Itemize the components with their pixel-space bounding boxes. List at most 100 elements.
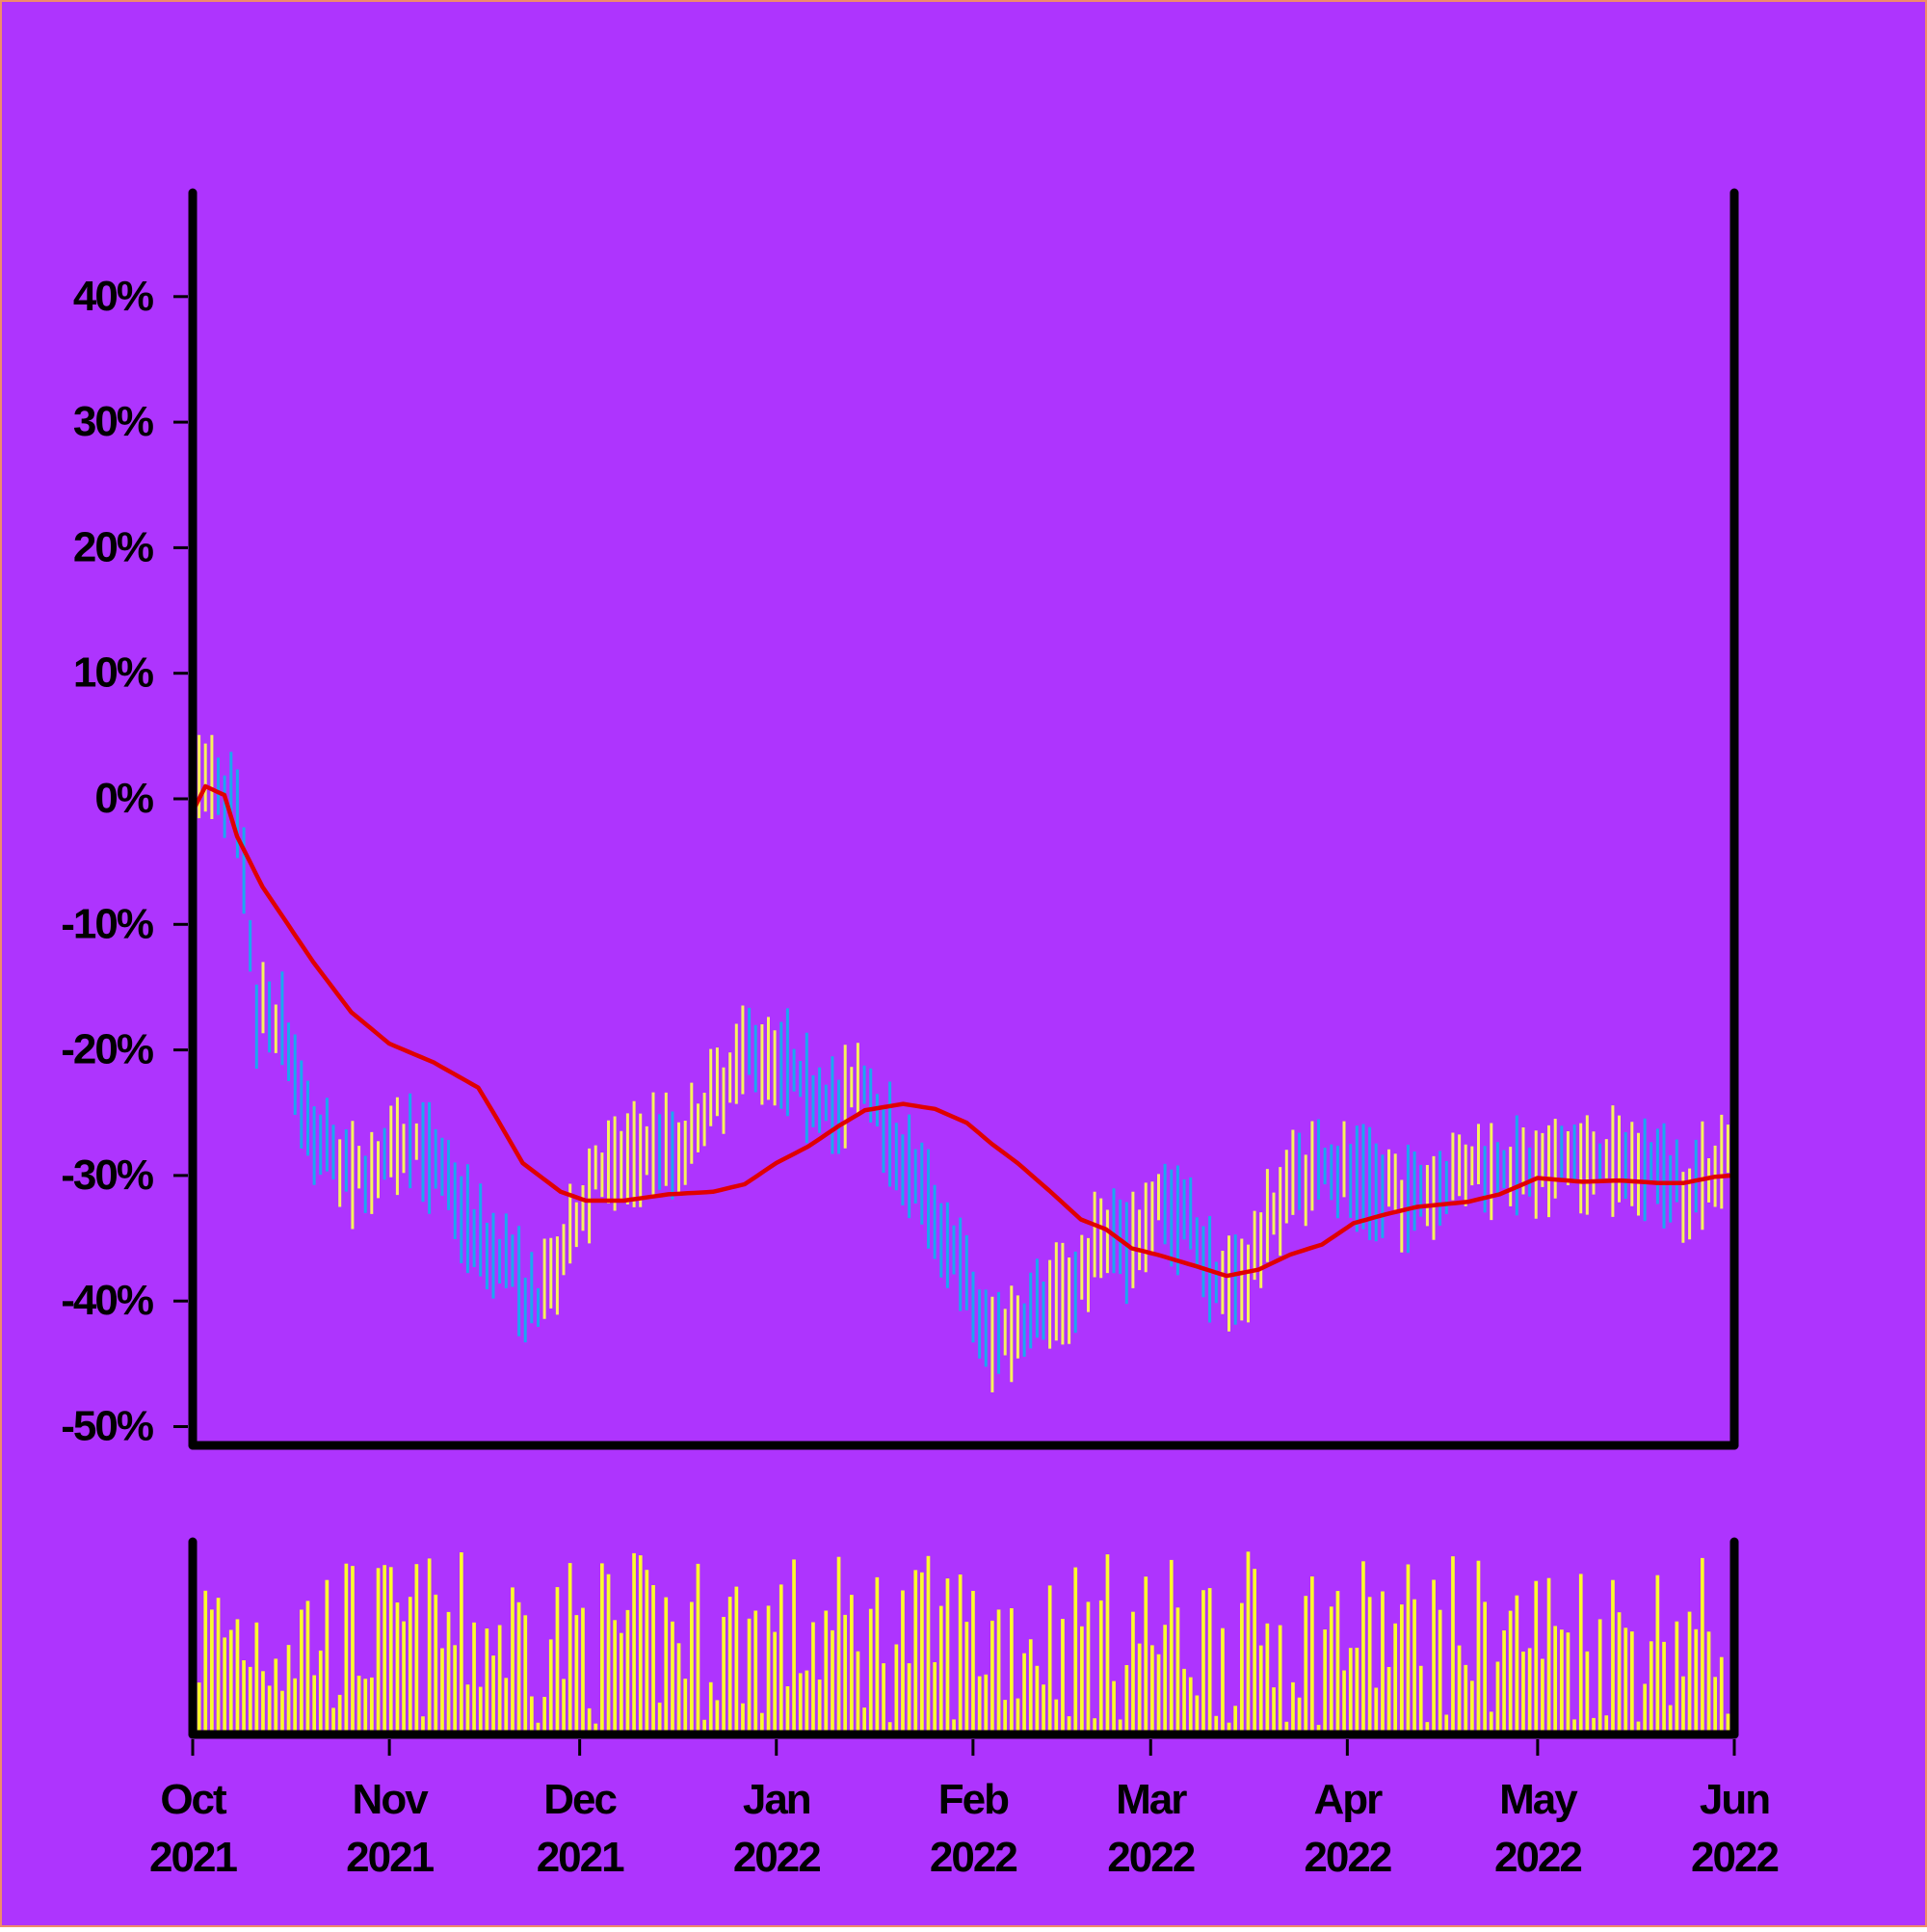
volume-bar xyxy=(1227,1722,1231,1734)
volume-bar xyxy=(1611,1579,1615,1734)
volume-bar xyxy=(671,1621,674,1734)
volume-bar xyxy=(1278,1625,1282,1734)
volume-bar xyxy=(1560,1629,1564,1734)
volume-bar xyxy=(1016,1698,1020,1734)
volume-bar xyxy=(1010,1608,1014,1734)
volume-bar xyxy=(990,1620,994,1734)
volume-bar xyxy=(632,1552,636,1734)
volume-bar xyxy=(817,1680,822,1734)
volume-bar xyxy=(1272,1687,1276,1734)
volume-bar xyxy=(676,1643,681,1734)
volume-bar xyxy=(261,1671,265,1734)
volume-bar xyxy=(1342,1670,1346,1734)
volume-bar xyxy=(1418,1665,1423,1734)
volume-bar xyxy=(1655,1575,1660,1734)
y-tick-label: -10% xyxy=(61,900,153,947)
volume-bar xyxy=(887,1722,892,1734)
volume-bar xyxy=(421,1716,425,1734)
volume-bar xyxy=(1527,1648,1532,1734)
volume-bar xyxy=(370,1677,374,1734)
volume-panel xyxy=(197,1551,1730,1734)
volume-bar xyxy=(460,1552,463,1734)
volume-bar xyxy=(427,1558,432,1734)
volume-bar xyxy=(1694,1628,1699,1734)
x-tick-year: 2022 xyxy=(930,1834,1016,1881)
volume-bar xyxy=(1572,1719,1576,1734)
x-tick-year: 2021 xyxy=(149,1834,237,1881)
volume-bar xyxy=(760,1712,764,1734)
volume-bar xyxy=(1386,1667,1391,1734)
x-tick-month: Jun xyxy=(1700,1776,1769,1823)
volume-bar xyxy=(715,1700,720,1734)
volume-bar xyxy=(344,1563,349,1734)
volume-bar xyxy=(920,1572,924,1734)
volume-bar xyxy=(440,1648,444,1734)
volume-bar xyxy=(1438,1609,1442,1734)
volume-bar xyxy=(1201,1590,1205,1734)
volume-bar xyxy=(875,1576,880,1734)
volume-bar xyxy=(1291,1681,1295,1734)
volume-bar xyxy=(1604,1715,1609,1734)
volume-bar xyxy=(1175,1607,1180,1734)
volume-bar xyxy=(1502,1630,1506,1734)
volume-bar xyxy=(542,1697,546,1734)
volume-bar xyxy=(1054,1699,1059,1734)
x-tick-year: 2021 xyxy=(346,1834,434,1881)
volume-bar xyxy=(1719,1656,1724,1734)
volume-bar xyxy=(1668,1705,1673,1734)
volume-bar xyxy=(223,1637,226,1734)
volume-bar xyxy=(824,1610,829,1734)
volume-bar xyxy=(741,1703,745,1734)
y-tick-label: -50% xyxy=(61,1403,153,1450)
volume-bar xyxy=(1470,1681,1474,1734)
volume-bar xyxy=(1233,1706,1237,1734)
volume-bar xyxy=(1546,1577,1551,1734)
volume-bar xyxy=(305,1601,310,1734)
volume-bar xyxy=(1144,1576,1148,1734)
volume-bar xyxy=(408,1597,412,1734)
volume-bar xyxy=(1706,1631,1711,1734)
volume-bar xyxy=(465,1684,470,1734)
axes-layer xyxy=(188,188,1739,1739)
volume-bar xyxy=(1003,1700,1007,1734)
volume-bar xyxy=(594,1723,598,1734)
volume-bar xyxy=(356,1676,361,1734)
x-tick-year: 2022 xyxy=(733,1834,820,1881)
volume-bar xyxy=(805,1670,809,1734)
volume-bar xyxy=(856,1651,860,1734)
volume-bar xyxy=(331,1707,335,1734)
volume-bar xyxy=(376,1568,381,1734)
volume-bar xyxy=(1597,1619,1602,1734)
volume-bar xyxy=(606,1574,611,1734)
volume-bar xyxy=(1188,1677,1193,1734)
volume-bar xyxy=(337,1694,342,1734)
volume-bar xyxy=(1630,1631,1634,1734)
volume-bar xyxy=(1098,1600,1103,1734)
volume-bar xyxy=(1483,1601,1487,1734)
volume-bar xyxy=(446,1611,451,1734)
x-tick-month: Apr xyxy=(1313,1776,1383,1823)
volume-bar xyxy=(1508,1610,1513,1734)
y-tick-label: -30% xyxy=(61,1151,153,1199)
volume-bar xyxy=(402,1621,406,1734)
volume-bar xyxy=(1406,1564,1411,1734)
volume-bar xyxy=(996,1609,1001,1734)
volume-bar xyxy=(1476,1560,1481,1734)
volume-bar xyxy=(1240,1602,1244,1734)
volume-bar xyxy=(984,1674,989,1734)
volume-bar xyxy=(1636,1721,1641,1734)
volume-bar xyxy=(312,1675,316,1734)
volume-bar xyxy=(1131,1611,1135,1734)
volume-bar xyxy=(1316,1725,1321,1734)
volume-bar xyxy=(620,1632,623,1734)
volume-bar xyxy=(530,1696,534,1734)
volume-bar xyxy=(1374,1687,1379,1734)
volume-bar xyxy=(1221,1628,1225,1734)
volume-bar xyxy=(203,1590,208,1734)
y-tick-label: -20% xyxy=(61,1026,153,1073)
volume-bar xyxy=(1623,1628,1628,1734)
volume-bar xyxy=(1534,1580,1539,1734)
volume-bar xyxy=(1713,1677,1717,1734)
y-tick-label: 0% xyxy=(94,775,152,822)
